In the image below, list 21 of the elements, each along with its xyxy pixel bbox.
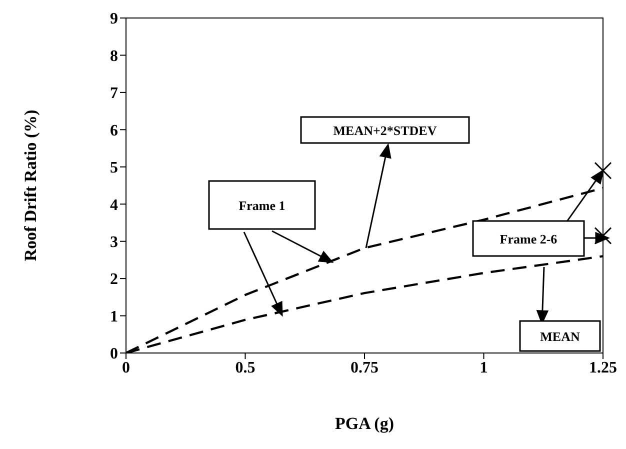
y-tick-label: 8: [110, 48, 118, 65]
y-tick-label: 9: [110, 10, 118, 28]
y-tick-label: 6: [110, 122, 118, 140]
y-tick-label: 5: [110, 160, 118, 177]
annotation: MEAN: [540, 329, 580, 344]
y-tick-label: 7: [110, 85, 118, 102]
y-tick-label: 1: [110, 308, 118, 326]
y-tick-label: 3: [110, 234, 118, 252]
y-tick-label: 2: [110, 271, 118, 288]
x-axis-title: PGA (g): [334, 414, 394, 433]
x-tick-label: 0.75: [350, 359, 378, 376]
y-tick-label: 4: [110, 196, 118, 214]
annotation: MEAN+2*STDEV: [333, 123, 438, 138]
y-tick-label: 0: [110, 346, 118, 363]
x-tick-label: 1: [480, 359, 488, 376]
annotation: Frame 1: [238, 198, 286, 213]
x-tick-label: 0.5: [235, 359, 256, 376]
x-tick-label: 1.25: [589, 359, 617, 376]
y-axis-title: Roof Drift Ratio (%): [21, 110, 40, 262]
x-tick-label: 0: [122, 359, 130, 376]
annotation: Frame 2-6: [500, 232, 558, 246]
